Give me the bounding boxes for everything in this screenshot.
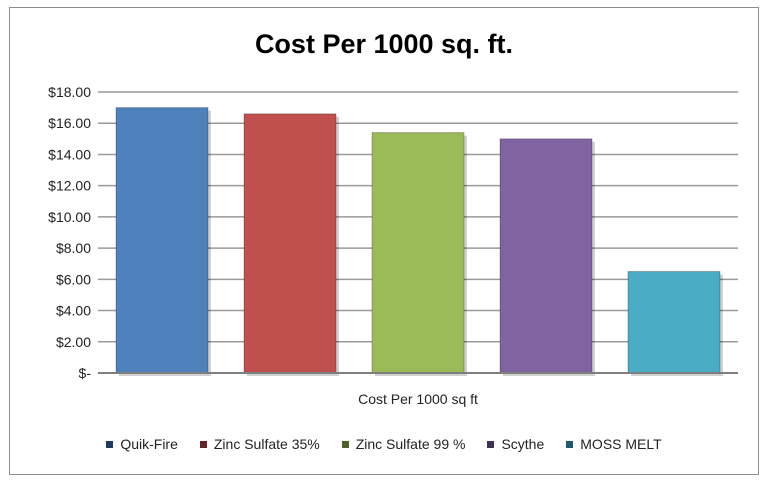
legend: Quik-Fire Zinc Sulfate 35% Zinc Sulfate 99… [0, 436, 768, 452]
legend-label: MOSS MELT [580, 436, 662, 452]
legend-swatch [199, 440, 207, 448]
bar [627, 271, 721, 374]
y-tick-label: $14.00 [48, 146, 91, 162]
chart-title: Cost Per 1000 sq. ft. [254, 29, 514, 59]
legend-label: Quik-Fire [120, 436, 178, 452]
bar [499, 138, 593, 374]
legend-label: Zinc Sulfate 35% [213, 436, 320, 452]
y-tick-label: $10.00 [48, 209, 91, 225]
legend-swatch [487, 440, 495, 448]
y-tick-label: $18.00 [48, 84, 91, 100]
y-tick-label: $12.00 [48, 178, 91, 194]
y-tick-label: $6.00 [56, 271, 91, 287]
legend-swatch [341, 440, 349, 448]
bar [243, 113, 337, 374]
legend-item: Scythe [487, 436, 544, 452]
legend-item: Zinc Sulfate 99 % [341, 436, 466, 452]
legend-label: Scythe [501, 436, 545, 452]
legend-swatch [106, 440, 114, 448]
bar [115, 107, 209, 374]
legend-item: Quik-Fire [106, 436, 178, 452]
legend-swatch [566, 440, 574, 448]
y-tick-label: $- [79, 365, 92, 381]
y-tick-label: $2.00 [56, 334, 91, 350]
y-tick-label: $8.00 [56, 240, 91, 256]
x-axis-label: Cost Per 1000 sq ft [358, 391, 478, 407]
bar [371, 132, 465, 374]
legend-item: MOSS MELT [566, 436, 662, 452]
legend-item: Zinc Sulfate 35% [199, 436, 320, 452]
y-tick-label: $4.00 [56, 303, 91, 319]
y-tick-label: $16.00 [48, 115, 91, 131]
legend-label: Zinc Sulfate 99 % [355, 436, 466, 452]
